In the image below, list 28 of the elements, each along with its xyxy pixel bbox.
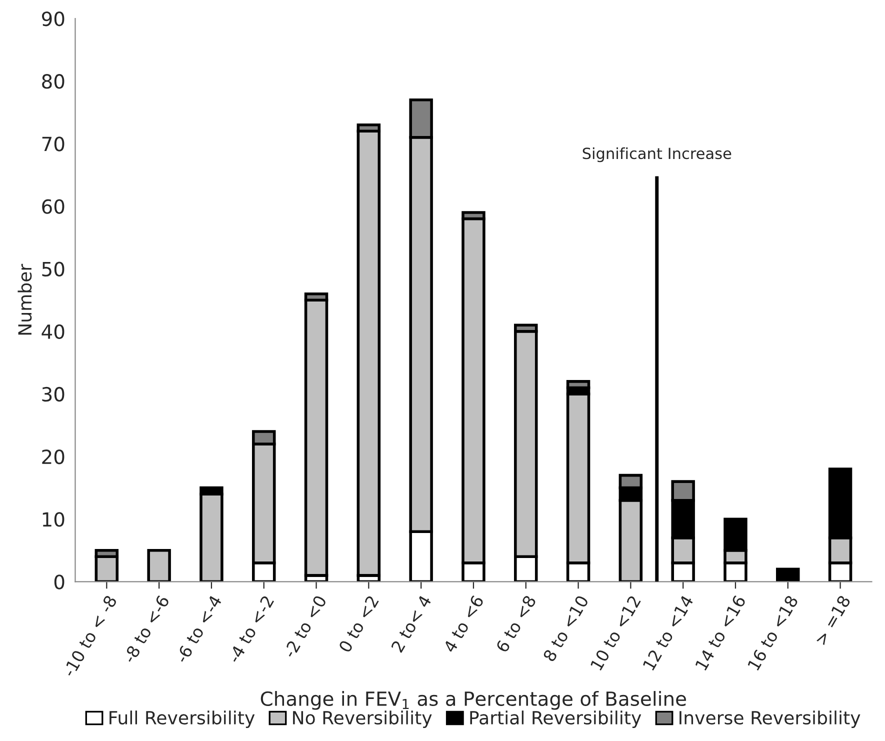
y-tick-label: 40 [42,324,64,340]
x-tick-label: 4 to <6 [442,594,484,654]
y-tick-label: 80 [42,74,64,89]
legend-label: Inverse Reversibility [680,710,860,728]
x-tick-label: -2 to <0 [282,594,327,659]
y-tick-label: 0 [54,574,64,590]
y-tick-label: 50 [42,262,64,276]
bar [147,549,171,582]
x-axis-title: Change in FEV$_{1}$ as a Percentage of Baseline [260,690,686,710]
x-tick-label: 2 to< 4 [390,594,432,654]
x-tick-label: -4 to <-2 [227,595,274,664]
annotation: Significant Increase [582,147,732,162]
y-tick-label: 90 [42,11,64,26]
y-tick-label: 60 [42,199,64,214]
x-tick-label: -10 to < -8 [62,594,118,678]
y-tick-label: 10 [42,512,64,527]
legend-label: Partial Reversibility [470,710,642,728]
legend-label: No Reversibility [293,710,432,728]
legend-label: Full Reversibility [110,710,255,728]
x-tick-label: -6 to <-4 [174,594,222,664]
x-tick-label: 0 to <2 [338,595,380,654]
y-tick-label: 30 [42,386,64,402]
y-tick-label: 70 [42,136,64,152]
x-tick-label: 6 to <8 [495,594,536,654]
bar [776,568,800,582]
y-axis-title: Number [18,264,32,335]
y-tick-label: 20 [42,449,64,464]
x-tick-label: -8 to <-6 [122,594,170,664]
